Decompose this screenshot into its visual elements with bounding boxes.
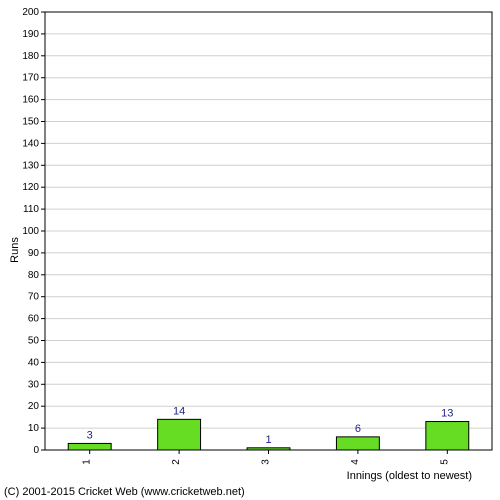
bar-value-label: 1 [265, 434, 271, 446]
y-tick-label: 60 [28, 314, 40, 325]
chart-container: 0 10 20 30 40 50 60 70 80 90 100 110 120 130 140 150 160… [0, 0, 500, 500]
bar [158, 419, 201, 450]
y-tick-label: 50 [28, 336, 40, 347]
y-tick-label: 170 [22, 73, 39, 84]
x-axis-label: Innings (oldest to newest) [347, 470, 472, 482]
y-tick-label: 200 [22, 7, 39, 18]
y-tick-label: 120 [22, 182, 39, 193]
y-tick-label: 110 [23, 204, 39, 215]
y-tick-label: 180 [22, 51, 39, 62]
bar [426, 422, 469, 450]
y-tick-label: 100 [22, 226, 39, 237]
y-axis-label: Runs [9, 237, 21, 263]
y-tick-label: 80 [28, 270, 40, 281]
y-tick-label: 30 [28, 379, 40, 390]
x-tick-label: 1 [82, 459, 93, 465]
y-tick-label: 10 [28, 423, 40, 434]
y-tick-label: 90 [28, 248, 40, 259]
x-tick-label: 5 [439, 459, 450, 465]
bar-value-label: 14 [173, 405, 185, 417]
bar [336, 437, 379, 450]
y-tick-label: 140 [22, 138, 39, 149]
y-tick-label: 130 [22, 160, 39, 171]
x-tick-label: 3 [261, 459, 272, 465]
y-tick-label: 20 [28, 401, 40, 412]
y-tick-label: 160 [22, 95, 39, 106]
y-tick-label: 150 [22, 117, 39, 128]
y-tick-label: 190 [22, 29, 39, 40]
y-tick-label: 70 [28, 292, 40, 303]
x-tick-label: 2 [171, 459, 182, 465]
chart-svg: 0 10 20 30 40 50 60 70 80 90 100 110 120 130 140 150 160… [0, 0, 500, 500]
bar-value-label: 13 [441, 408, 453, 420]
bar-value-label: 6 [355, 423, 361, 435]
bar-value-label: 3 [87, 429, 93, 441]
x-tick-label: 4 [350, 459, 361, 465]
y-tick-label: 0 [33, 445, 39, 456]
copyright-text: (C) 2001-2015 Cricket Web (www.cricketwe… [4, 486, 245, 498]
bar [68, 443, 111, 450]
y-tick-label: 40 [28, 357, 40, 368]
